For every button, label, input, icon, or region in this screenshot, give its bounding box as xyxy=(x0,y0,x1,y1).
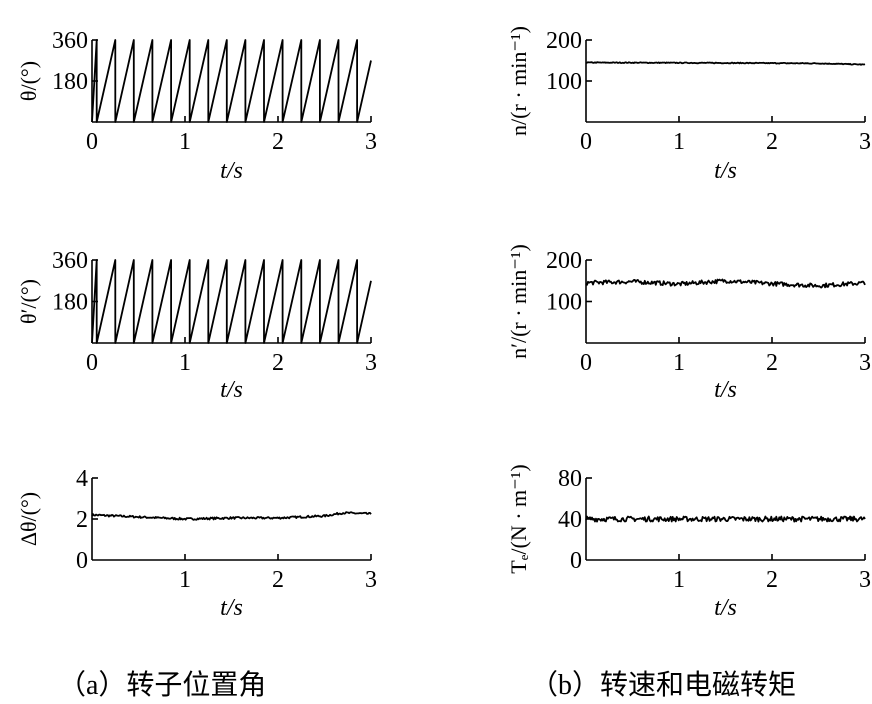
y-tick-label: 2 xyxy=(76,507,88,533)
x-tick-label: 2 xyxy=(766,129,778,155)
y-tick-label: 80 xyxy=(558,466,582,492)
x-axis-label: t/s xyxy=(714,158,737,184)
x-tick-label: 3 xyxy=(365,350,377,376)
caption-a: （a）转子位置角 xyxy=(58,669,266,701)
panel-theta: 0 1 2 3 180 360 t/s θ/(°) xyxy=(16,28,377,184)
x-tick-label: 3 xyxy=(859,567,871,593)
panel-torque: 1 2 3 0 40 80 t/s Tₑ/(N · m⁻¹) xyxy=(506,464,871,621)
x-tick-label: 0 xyxy=(86,129,98,155)
x-tick-label: 3 xyxy=(859,350,871,376)
y-tick-label: 200 xyxy=(546,28,582,54)
x-axis-label: t/s xyxy=(220,158,243,184)
x-axis-label: t/s xyxy=(714,377,737,403)
x-tick-label: 1 xyxy=(179,350,191,376)
x-tick-label: 2 xyxy=(272,129,284,155)
y-tick-label: 200 xyxy=(546,248,582,274)
panel-speed: 0 1 2 3 100 200 t/s n/(r · min⁻¹) xyxy=(506,26,871,184)
y-tick-label: 360 xyxy=(52,248,88,274)
x-tick-label: 1 xyxy=(179,129,191,155)
y-axis-label: n′/(r · min⁻¹) xyxy=(506,244,531,359)
series-line xyxy=(585,61,866,66)
series-line xyxy=(91,259,372,344)
x-tick-label: 0 xyxy=(86,350,98,376)
x-tick-label: 2 xyxy=(766,567,778,593)
panel-theta-est: 0 1 2 3 180 360 t/s θ′/(°) xyxy=(16,248,377,403)
y-tick-label: 360 xyxy=(52,28,88,54)
caption-b: （b）转速和电磁转矩 xyxy=(530,669,796,701)
x-tick-label: 1 xyxy=(673,567,685,593)
y-axis-label: θ′/(°) xyxy=(16,279,41,324)
series-line xyxy=(91,511,372,521)
y-tick-label: 180 xyxy=(52,290,88,316)
x-tick-label: 0 xyxy=(580,129,592,155)
series-line xyxy=(585,515,866,523)
x-axis-label: t/s xyxy=(220,377,243,403)
y-tick-label: 0 xyxy=(570,548,582,574)
x-tick-label: 1 xyxy=(673,129,685,155)
y-axis-label: n/(r · min⁻¹) xyxy=(506,26,531,136)
x-tick-label: 2 xyxy=(272,350,284,376)
y-tick-label: 180 xyxy=(52,69,88,95)
x-tick-label: 1 xyxy=(673,350,685,376)
series-line xyxy=(91,39,372,123)
panel-speed-est: 0 1 2 3 100 200 t/s n′/(r · min⁻¹) xyxy=(506,244,871,403)
x-tick-label: 3 xyxy=(859,129,871,155)
y-tick-label: 40 xyxy=(558,507,582,533)
x-tick-label: 2 xyxy=(272,567,284,593)
x-tick-label: 3 xyxy=(365,129,377,155)
y-tick-label: 0 xyxy=(76,548,88,574)
x-tick-label: 3 xyxy=(365,567,377,593)
y-tick-label: 100 xyxy=(546,69,582,95)
y-tick-label: 100 xyxy=(546,290,582,316)
series-line xyxy=(585,278,866,289)
x-tick-label: 1 xyxy=(179,567,191,593)
x-axis-label: t/s xyxy=(714,595,737,621)
x-tick-label: 0 xyxy=(580,350,592,376)
x-axis-label: t/s xyxy=(220,595,243,621)
y-axis-label: Δθ/(°) xyxy=(16,492,41,546)
x-tick-label: 2 xyxy=(766,350,778,376)
panel-delta-theta: 1 2 3 0 2 4 t/s Δθ/(°) xyxy=(16,466,377,621)
y-tick-label: 4 xyxy=(76,466,88,492)
y-axis-label: θ/(°) xyxy=(16,61,41,101)
y-axis-label: Tₑ/(N · m⁻¹) xyxy=(506,464,531,573)
